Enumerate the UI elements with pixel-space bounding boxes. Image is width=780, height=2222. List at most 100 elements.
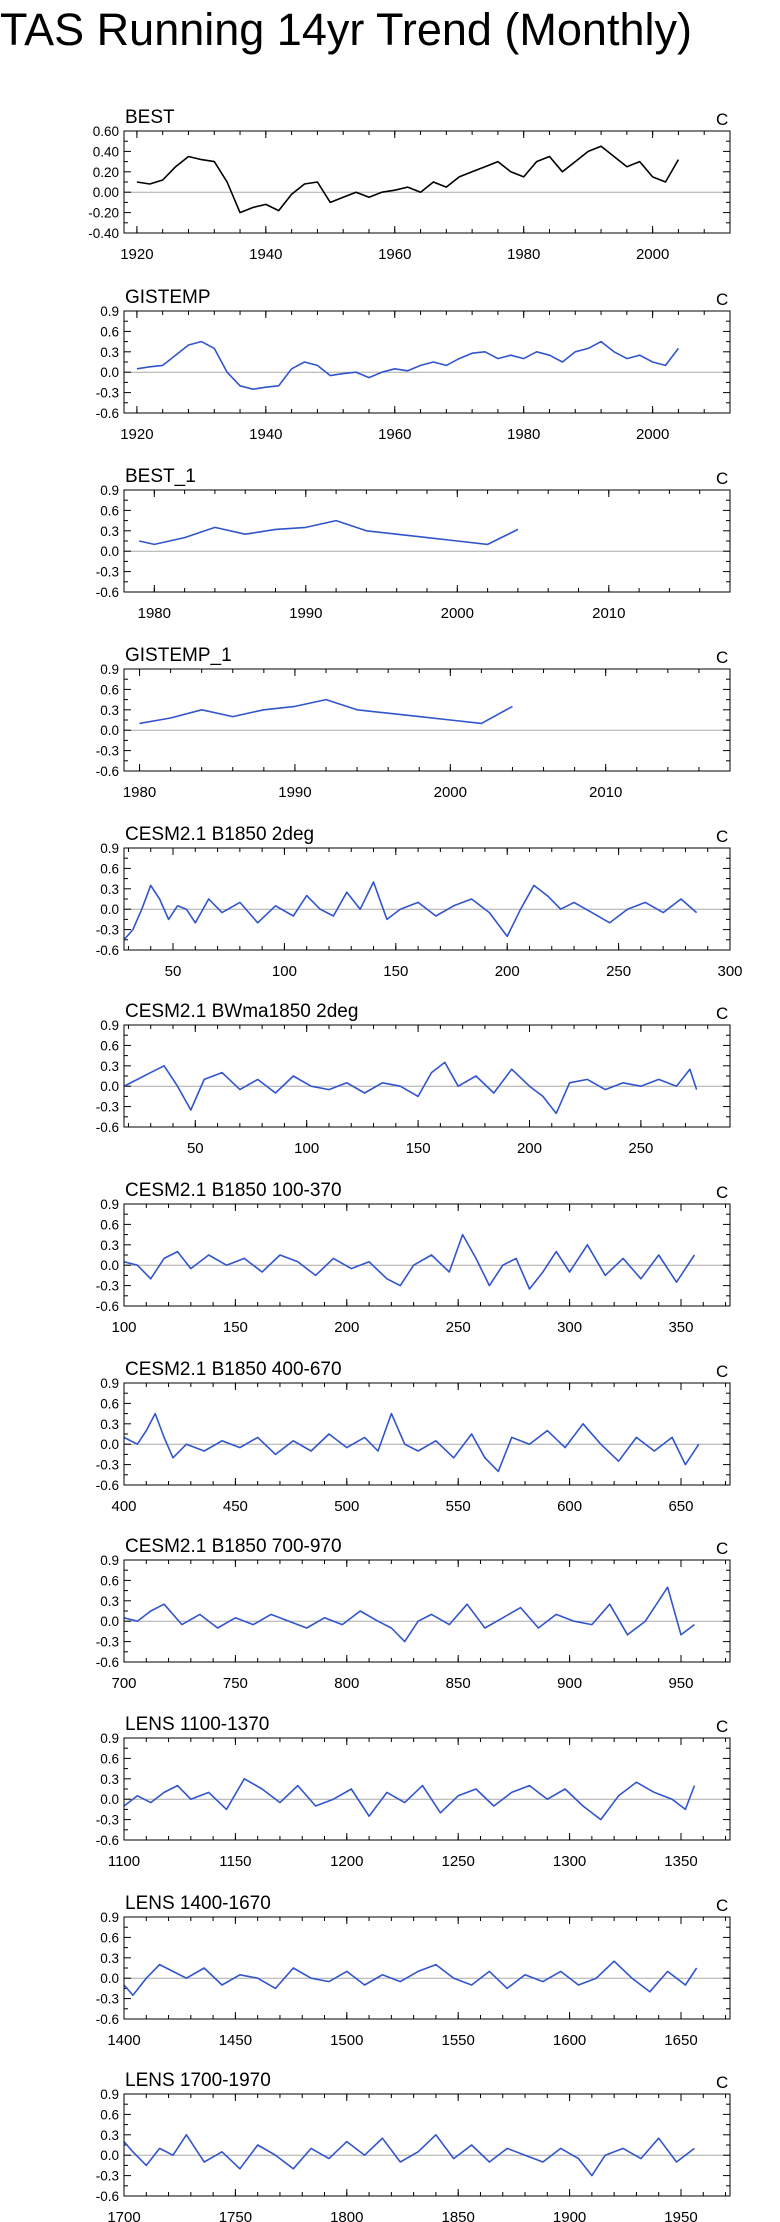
y-tick-label: 0.3 xyxy=(100,1059,119,1074)
y-tick-label: 0.6 xyxy=(100,682,119,697)
panel-title: BEST_1 xyxy=(125,466,196,487)
y-tick-label: -0.6 xyxy=(96,585,119,600)
x-tick-label: 1960 xyxy=(378,246,411,263)
y-tick-label: 0.0 xyxy=(100,1971,119,1986)
x-tick-label: 1300 xyxy=(553,1853,586,1870)
x-tick-label: 1100 xyxy=(108,1853,140,1870)
y-tick-label: 0.3 xyxy=(100,882,119,897)
plot-frame xyxy=(123,2093,731,2197)
plot-frame xyxy=(123,1382,731,1486)
units-label: C xyxy=(716,2073,728,2092)
panel-title: LENS 1400-1670 xyxy=(125,1893,271,1914)
y-tick-label: 0.6 xyxy=(100,1217,119,1232)
chart-panel: GISTEMP C -0.6 -0.3 0.0 0.3 0.6 0.9 1920 1940 1960… xyxy=(96,287,731,443)
series-line xyxy=(123,1778,696,1821)
chart-panel: LENS 1400-1670 C -0.6 -0.3 0.0 0.3 0.6 0.9 1400 1… xyxy=(96,1893,731,2049)
y-tick-label: 0.6 xyxy=(100,2107,119,2122)
chart-panel: LENS 1700-1970 C -0.6 -0.3 0.0 0.3 0.6 0.9 1700 1… xyxy=(96,2070,731,2222)
y-tick-label: 0.9 xyxy=(100,1018,119,1033)
y-tick-label: 0.6 xyxy=(100,1396,119,1411)
panel-title: CESM2.1 B1850 2deg xyxy=(125,824,314,845)
chart-panel: BEST_1 C -0.6 -0.3 0.0 0.3 0.6 0.9 1980 1990 2000 2… xyxy=(96,466,731,622)
series-line xyxy=(139,698,513,725)
y-tick-label: -0.6 xyxy=(96,1655,119,1670)
x-tick-label: 750 xyxy=(223,1675,248,1692)
y-tick-label: 0.00 xyxy=(93,185,119,200)
units-label: C xyxy=(716,469,728,488)
x-tick-label: 700 xyxy=(111,1675,136,1692)
x-tick-label: 1990 xyxy=(289,605,322,622)
y-tick-label: 0.9 xyxy=(100,841,119,856)
y-tick-label: 0.3 xyxy=(100,2128,119,2143)
x-tick-label: 450 xyxy=(223,1498,248,1515)
chart-panel: GISTEMP_1 C -0.6 -0.3 0.0 0.3 0.6 0.9 1980 1990 20… xyxy=(96,645,731,801)
x-tick-label: 1800 xyxy=(330,2209,363,2222)
x-tick-label: 950 xyxy=(668,1675,693,1692)
units-label: C xyxy=(716,290,728,309)
chart-panel: CESM2.1 B1850 2deg C -0.6 -0.3 0.0 0.3 0.6 0.9 5… xyxy=(96,824,743,980)
x-tick-label: 500 xyxy=(334,1498,359,1515)
x-tick-label: 100 xyxy=(294,1140,319,1157)
x-tick-label: 1200 xyxy=(330,1853,363,1870)
plot-frame xyxy=(123,489,731,593)
y-tick-label: 0.60 xyxy=(93,124,119,139)
x-tick-label: 1700 xyxy=(107,2209,140,2222)
y-tick-label: 0.0 xyxy=(100,1258,119,1273)
y-tick-label: 0.3 xyxy=(100,345,119,360)
x-tick-label: 650 xyxy=(668,1498,693,1515)
y-tick-label: 0.3 xyxy=(100,524,119,539)
x-tick-label: 1920 xyxy=(120,246,153,263)
y-tick-label: -0.6 xyxy=(96,2189,119,2204)
series-line xyxy=(136,145,680,214)
x-tick-label: 1450 xyxy=(219,2032,252,2049)
units-label: C xyxy=(716,1183,728,1202)
x-tick-label: 550 xyxy=(446,1498,471,1515)
y-tick-label: 0.9 xyxy=(100,1731,119,1746)
x-tick-label: 1500 xyxy=(330,2032,363,2049)
x-tick-label: 1350 xyxy=(664,1853,697,1870)
x-tick-label: 800 xyxy=(334,1675,359,1692)
x-tick-label: 250 xyxy=(446,1319,471,1336)
y-tick-label: 0.6 xyxy=(100,1751,119,1766)
x-tick-label: 1980 xyxy=(123,784,156,801)
x-tick-label: 100 xyxy=(111,1319,136,1336)
y-tick-label: -0.3 xyxy=(96,1279,119,1294)
x-tick-label: 1650 xyxy=(664,2032,697,2049)
y-tick-label: 0.40 xyxy=(93,144,119,159)
y-tick-label: -0.6 xyxy=(96,764,119,779)
panel-title: CESM2.1 B1850 100-370 xyxy=(125,1180,342,1201)
y-tick-label: 0.9 xyxy=(100,1376,119,1391)
series-line xyxy=(139,519,519,546)
y-tick-label: -0.3 xyxy=(96,565,119,580)
y-tick-label: 0.3 xyxy=(100,703,119,718)
panel-title: CESM2.1 B1850 700-970 xyxy=(125,1536,342,1557)
x-tick-label: 850 xyxy=(446,1675,471,1692)
units-label: C xyxy=(716,1539,728,1558)
series-line xyxy=(123,1586,695,1643)
x-tick-label: 1940 xyxy=(249,426,282,443)
y-tick-label: 0.9 xyxy=(100,1553,119,1568)
x-tick-label: 1150 xyxy=(219,1853,251,1870)
x-tick-label: 2000 xyxy=(441,605,474,622)
y-tick-label: -0.40 xyxy=(88,226,119,241)
y-tick-label: 0.9 xyxy=(100,662,119,677)
y-tick-label: 0.0 xyxy=(100,1079,119,1094)
y-tick-label: -0.3 xyxy=(96,2169,119,2184)
series-line xyxy=(123,2134,695,2177)
x-tick-label: 1900 xyxy=(553,2209,586,2222)
x-tick-label: 150 xyxy=(406,1140,431,1157)
y-tick-label: 0.6 xyxy=(100,324,119,339)
chart-panel: BEST C -0.40 -0.20 0.00 0.20 0.40 0.60 1920 1940 1… xyxy=(88,107,731,263)
panel-title: CESM2.1 B1850 400-670 xyxy=(125,1359,342,1380)
y-tick-label: -0.6 xyxy=(96,943,119,958)
y-tick-label: 0.0 xyxy=(100,2148,119,2163)
x-tick-label: 200 xyxy=(495,963,520,980)
y-tick-label: -0.6 xyxy=(96,1478,119,1493)
units-label: C xyxy=(716,1896,728,1915)
x-tick-label: 300 xyxy=(717,963,742,980)
plot-frame xyxy=(123,1559,731,1663)
chart-panel: LENS 1100-1370 C -0.6 -0.3 0.0 0.3 0.6 0.9 1100 1… xyxy=(96,1714,731,1870)
x-tick-label: 50 xyxy=(165,963,182,980)
y-tick-label: 0.6 xyxy=(100,1038,119,1053)
y-tick-label: 0.6 xyxy=(100,861,119,876)
